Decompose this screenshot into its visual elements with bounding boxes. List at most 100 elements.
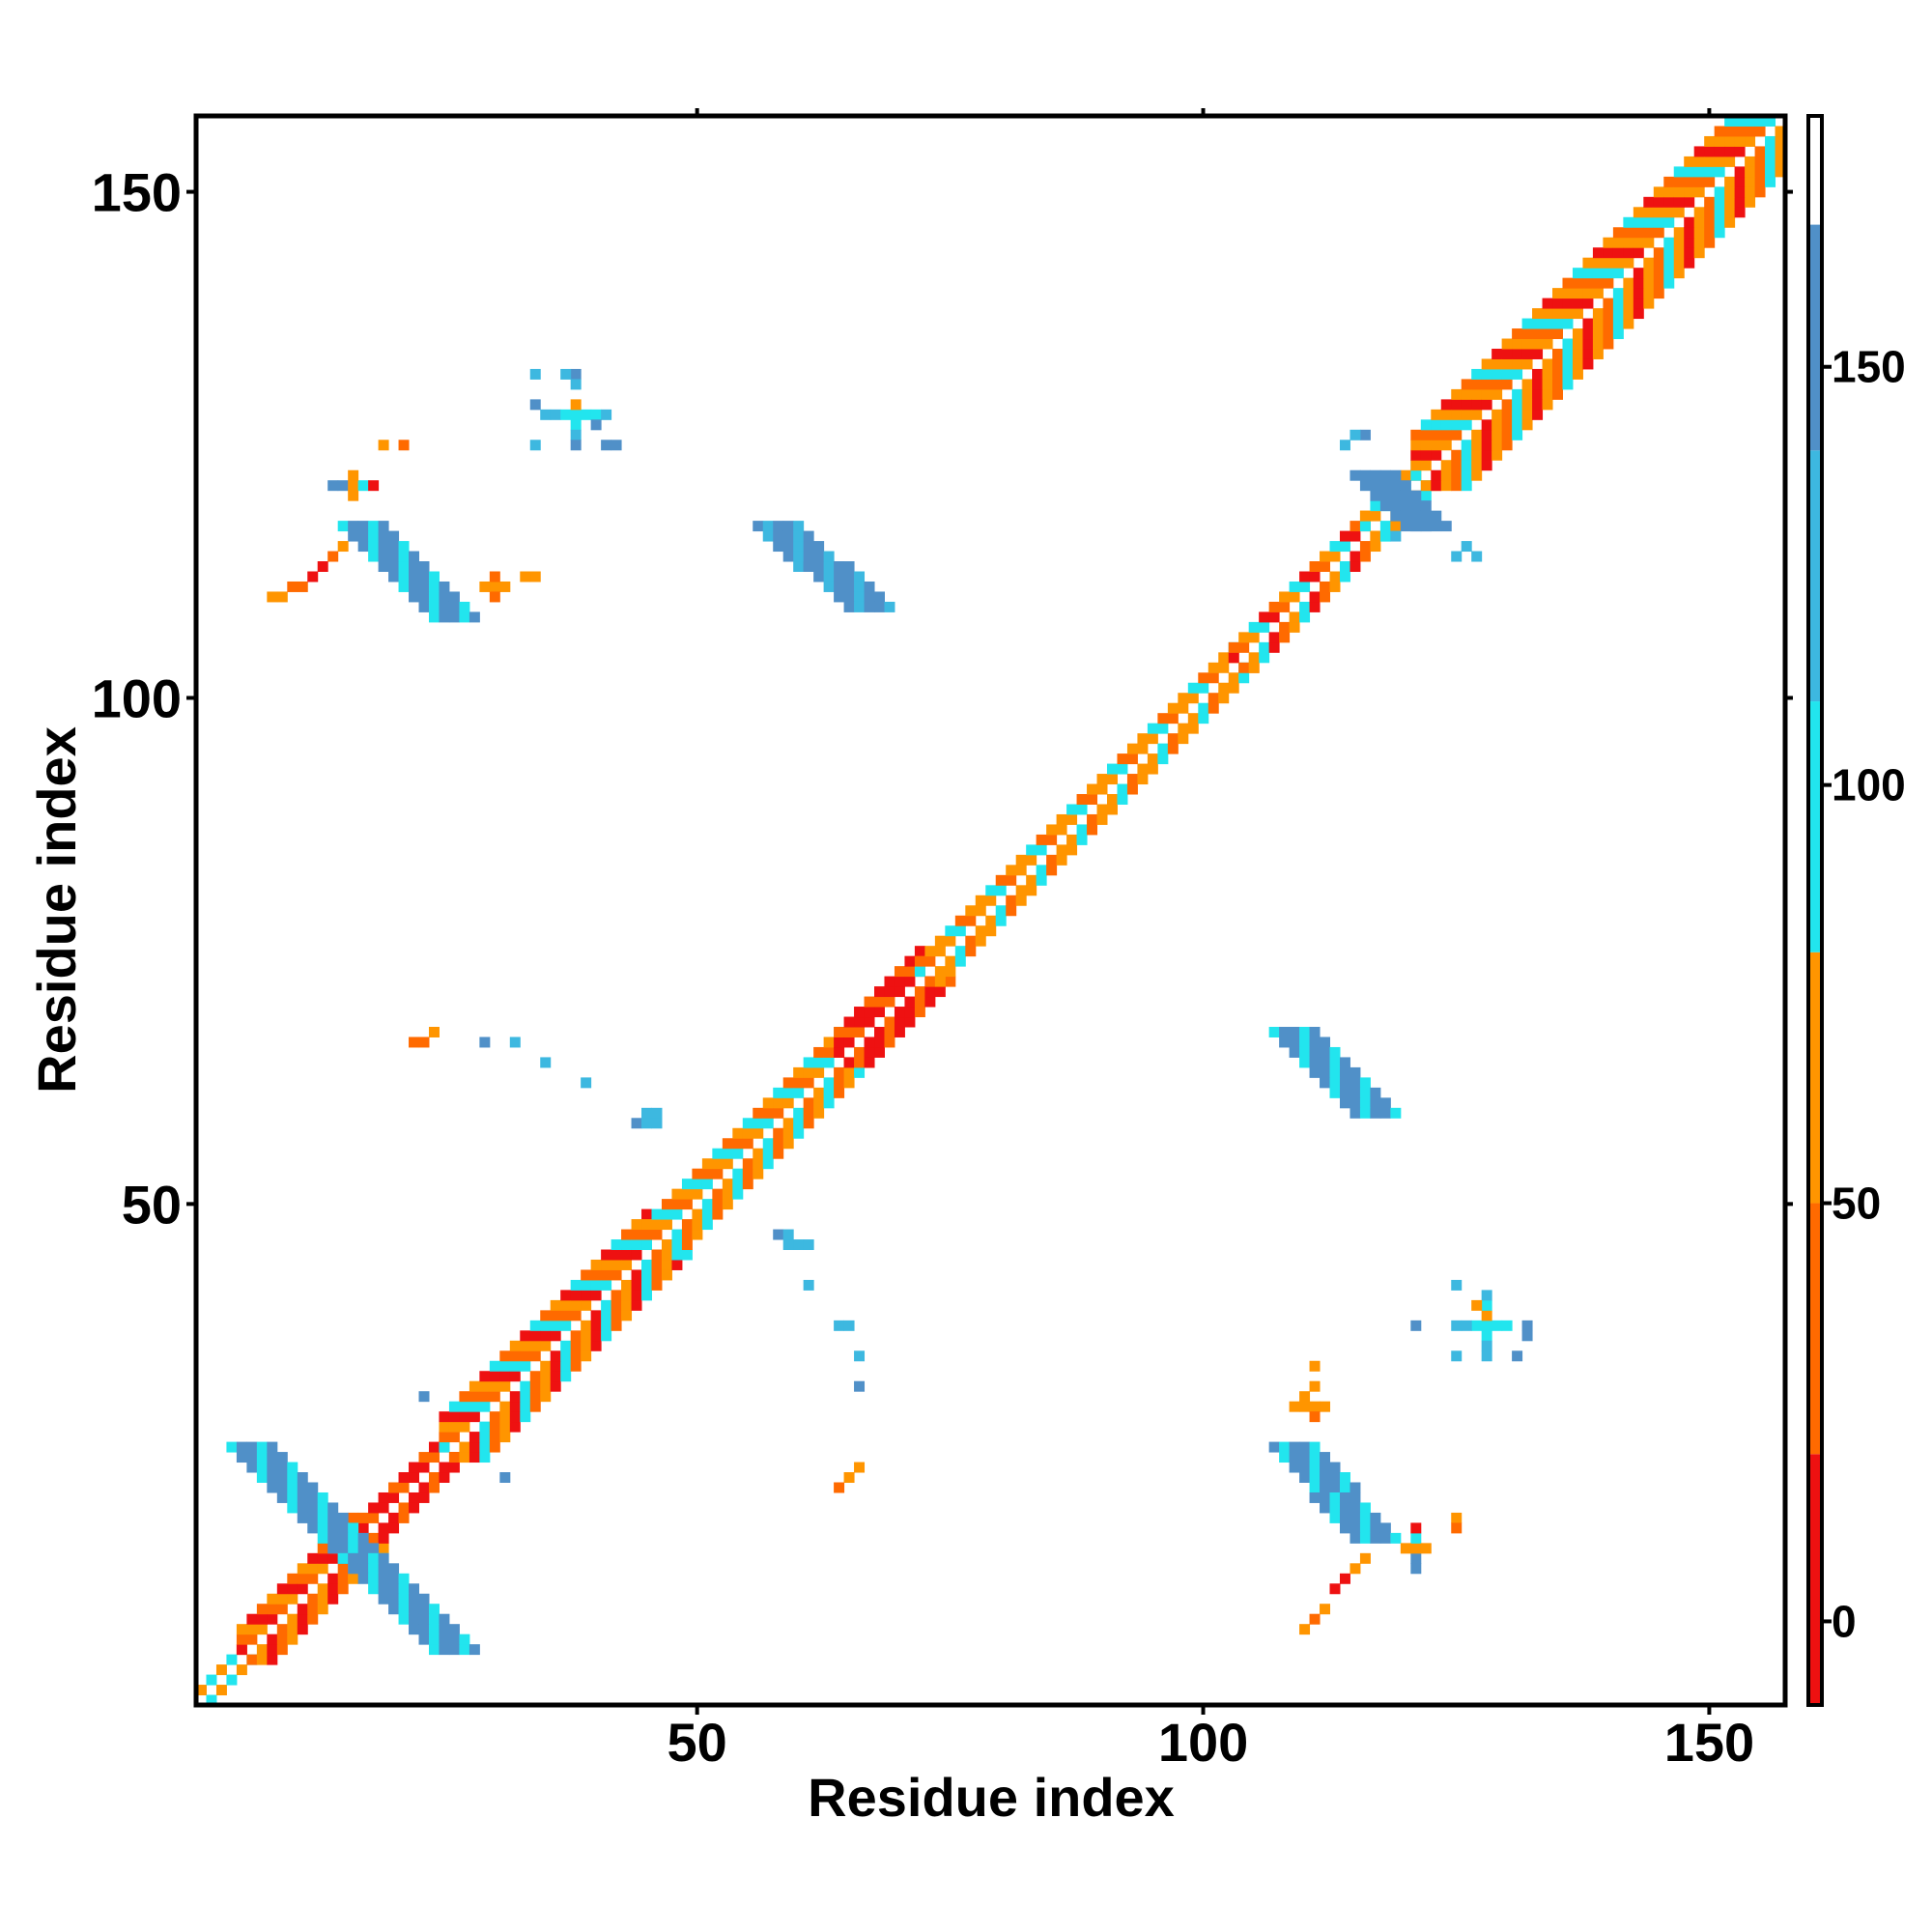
heatmap-cell [1643, 257, 1655, 269]
heatmap-cell [459, 1441, 470, 1453]
heatmap-cell [378, 1492, 389, 1503]
heatmap-cell [985, 915, 997, 926]
heatmap-cell [550, 1320, 561, 1331]
heatmap-cell [1461, 480, 1472, 492]
heatmap-cell [1238, 662, 1250, 673]
heatmap-cell [1745, 166, 1756, 178]
y-tick-label: 100 [92, 668, 182, 728]
heatmap-cell [368, 1552, 380, 1564]
heatmap-cell [327, 1552, 339, 1564]
colorbar-band [1808, 1454, 1822, 1705]
heatmap-cell [1268, 601, 1280, 612]
heatmap-cell [1440, 409, 1452, 420]
heatmap-cell [1309, 1411, 1321, 1423]
heatmap-cell [1350, 530, 1361, 542]
heatmap-cell [1572, 298, 1583, 309]
heatmap-cell [823, 571, 835, 582]
heatmap-cell [1379, 500, 1391, 512]
heatmap-cell [276, 1462, 288, 1473]
heatmap-cell [914, 996, 925, 1008]
heatmap-cell [1178, 723, 1189, 734]
heatmap-cell [1370, 480, 1381, 492]
heatmap-cell [1663, 207, 1675, 218]
heatmap-cell [1076, 804, 1088, 815]
heatmap-cell [1693, 156, 1705, 167]
heatmap-cell [823, 1046, 835, 1058]
heatmap-cell [945, 976, 956, 987]
heatmap-cell [1542, 399, 1553, 411]
heatmap-cell [1279, 1026, 1291, 1037]
heatmap-cell [236, 1624, 247, 1635]
heatmap-cell [1006, 865, 1017, 876]
heatmap-cell [823, 581, 835, 592]
heatmap-cell [1501, 419, 1513, 431]
x-axis-ticks: 50 100 150 [667, 108, 1754, 1773]
heatmap-cell [368, 1532, 380, 1544]
heatmap-cell [327, 551, 339, 562]
heatmap-cell [357, 1552, 369, 1564]
heatmap-cell [1684, 237, 1695, 248]
heatmap-cell [753, 1118, 764, 1129]
heatmap-cell [398, 1502, 410, 1514]
heatmap-cell [509, 1371, 521, 1382]
heatmap-cell [1208, 662, 1219, 673]
heatmap-cell [1228, 652, 1239, 664]
heatmap-cell [489, 1441, 500, 1453]
heatmap-cell [368, 1543, 380, 1554]
heatmap-cell [1329, 1512, 1341, 1523]
heatmap-cell [368, 1502, 380, 1514]
heatmap-cell [1309, 1492, 1321, 1503]
heatmap-cell [1218, 662, 1230, 673]
heatmap-cell [793, 1118, 805, 1129]
heatmap-cell [793, 1107, 805, 1119]
heatmap-cell [1268, 1441, 1280, 1453]
heatmap-cell [712, 1158, 724, 1170]
heatmap-cell [1390, 1107, 1402, 1119]
heatmap-cell [1704, 227, 1716, 239]
heatmap-cell [762, 1097, 774, 1109]
heatmap-cell [1481, 1340, 1492, 1351]
heatmap-cell [378, 551, 389, 562]
heatmap-cell [813, 1046, 825, 1058]
heatmap-cell [722, 1148, 733, 1159]
heatmap-cell [479, 1452, 491, 1463]
heatmap-cell [1521, 399, 1533, 411]
heatmap-cell [1410, 1543, 1422, 1554]
heatmap-cell [1572, 338, 1583, 350]
heatmap-cell [1603, 277, 1614, 289]
heatmap-cell [1096, 813, 1108, 825]
heatmap-cell [448, 1411, 460, 1423]
heatmap-cell [1481, 368, 1492, 380]
heatmap-cell [1521, 328, 1533, 340]
heatmap-cell [1015, 895, 1027, 906]
heatmap-cell [1279, 632, 1291, 643]
heatmap-cell [368, 1512, 380, 1523]
heatmap-cell [1238, 632, 1250, 643]
heatmap-cell [1552, 298, 1563, 309]
heatmap-cell [611, 1259, 622, 1270]
heatmap-cell [1612, 257, 1624, 269]
heatmap-cell [1653, 288, 1664, 299]
heatmap-cell [581, 1320, 592, 1331]
heatmap-cell [1329, 1462, 1341, 1473]
heatmap-cell [854, 1026, 866, 1037]
heatmap-cell [590, 1259, 602, 1270]
heatmap-cell [1704, 156, 1716, 167]
heatmap-cell [581, 1290, 592, 1301]
heatmap-cell [509, 1350, 521, 1362]
heatmap-cell [631, 1279, 642, 1291]
heatmap-cell [357, 530, 369, 542]
heatmap-cell [1521, 1320, 1533, 1331]
heatmap-cell [782, 1097, 794, 1109]
heatmap-cell [1714, 146, 1725, 157]
heatmap-cell [1724, 176, 1736, 187]
heatmap-cell [540, 1340, 552, 1351]
heatmap-cell [864, 1007, 875, 1018]
heatmap-cell [1542, 368, 1553, 380]
heatmap-cell [388, 1492, 400, 1503]
heatmap-cell [1532, 308, 1544, 320]
heatmap-cell [773, 1148, 784, 1159]
heatmap-cell [357, 1532, 369, 1544]
heatmap-cell [469, 611, 480, 623]
